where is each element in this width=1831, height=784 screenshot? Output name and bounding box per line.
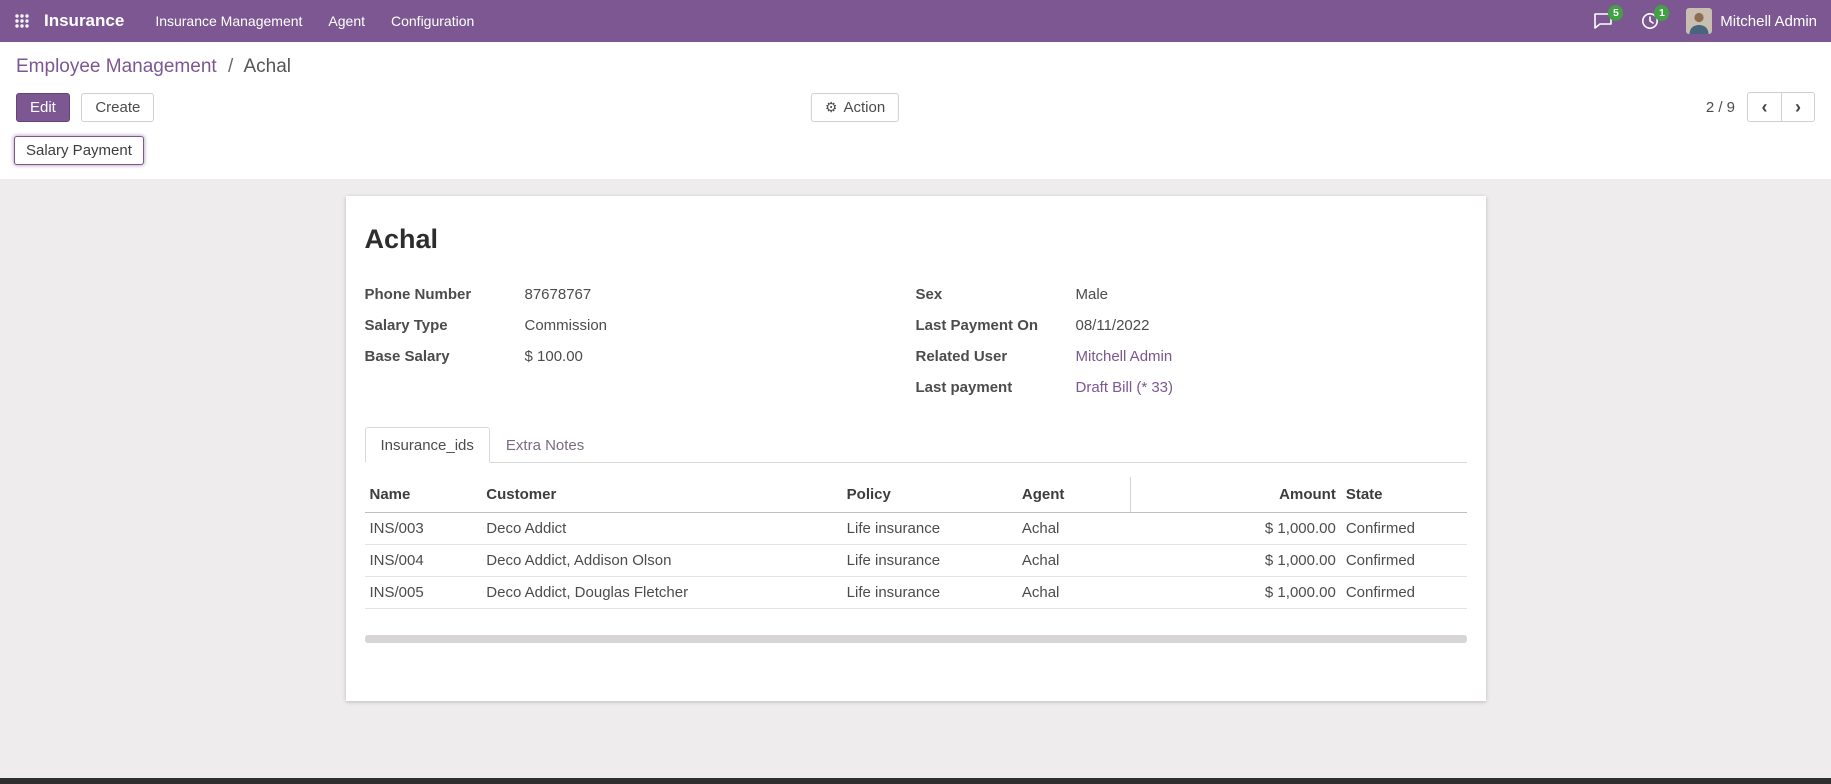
column-header-customer[interactable]: Customer: [481, 477, 842, 513]
form-header-buttons: Salary Payment: [0, 128, 1831, 179]
tab-extra-notes[interactable]: Extra Notes: [505, 437, 585, 454]
action-button[interactable]: ⚙ Action: [810, 92, 900, 122]
pager-counter: 2 / 9: [1705, 98, 1735, 116]
table-row[interactable]: INS/005 Deco Addict, Douglas Fletcher Life…: [364, 576, 1467, 609]
app-title[interactable]: Insurance: [44, 11, 125, 30]
chevron-left-icon: ‹: [1761, 97, 1768, 117]
cell-amount: $ 1,000.00: [1130, 544, 1341, 577]
column-header-policy[interactable]: Policy: [841, 477, 1017, 513]
table-row[interactable]: INS/003 Deco Addict Life insurance Achal $ 1…: [364, 512, 1467, 545]
field-label: Last payment: [915, 379, 1013, 396]
cell-customer: Deco Addict: [481, 512, 842, 545]
pager-previous-button[interactable]: ‹: [1747, 92, 1781, 122]
field-phone-number: Phone Number 87678767: [365, 279, 916, 310]
cell-agent: Achal: [1016, 544, 1131, 577]
breadcrumb-separator: /: [227, 56, 234, 77]
menu-item-agent[interactable]: Agent: [328, 13, 365, 29]
activities-button[interactable]: 1: [1632, 5, 1670, 30]
breadcrumb-current: Achal: [243, 56, 291, 77]
tab-insurance-ids[interactable]: Insurance_ids: [364, 427, 490, 463]
apps-grid-icon: [14, 13, 30, 29]
cell-amount: $ 1,000.00: [1130, 576, 1341, 609]
create-button[interactable]: Create: [81, 92, 155, 122]
cell-policy: Life insurance: [841, 512, 1017, 545]
control-panel-buttons: Edit Create: [16, 92, 155, 122]
cell-agent: Achal: [1016, 576, 1131, 609]
column-header-name[interactable]: Name: [364, 477, 482, 513]
cell-state: Confirmed: [1340, 576, 1467, 609]
bottom-strip: [0, 778, 1831, 784]
cell-state: Confirmed: [1340, 512, 1467, 545]
column-header-agent[interactable]: Agent: [1016, 477, 1131, 513]
field-last-payment: Last payment Draft Bill (* 33): [916, 372, 1467, 403]
messages-badge: 5: [1608, 5, 1624, 21]
field-label: Base Salary: [364, 348, 450, 365]
field-value: Commission: [524, 317, 608, 334]
field-value[interactable]: Draft Bill (* 33): [1075, 379, 1174, 396]
top-menu: Insurance Management Agent Configuration: [142, 0, 487, 42]
cell-policy: Life insurance: [841, 544, 1017, 577]
messages-button[interactable]: 5: [1584, 5, 1624, 30]
pager-next-button[interactable]: ›: [1781, 92, 1815, 122]
edit-button[interactable]: Edit: [16, 92, 70, 122]
cell-name: INS/003: [364, 512, 482, 545]
cell-agent: Achal: [1016, 512, 1131, 545]
cell-state: Confirmed: [1340, 544, 1467, 577]
cell-customer: Deco Addict, Douglas Fletcher: [481, 576, 842, 609]
insurance-table: Name Customer Policy Agent Amount State INS/0…: [364, 477, 1467, 609]
avatar: [1686, 8, 1713, 34]
breadcrumb: Employee Management / Achal: [0, 42, 1831, 82]
field-groups: Phone Number 87678767 Salary Type Commissio…: [365, 279, 1467, 403]
record-title: Achal: [364, 224, 439, 254]
salary-payment-button[interactable]: Salary Payment: [14, 136, 144, 165]
field-last-payment-on: Last Payment On 08/11/2022: [916, 310, 1467, 341]
notebook-tabs: Insurance_ids Extra Notes: [364, 427, 1467, 463]
field-related-user: Related User Mitchell Admin: [916, 341, 1467, 372]
pager: 2 / 9 ‹ ›: [1706, 92, 1815, 122]
content-area: Achal Phone Number 87678767 Salary Type Com…: [0, 179, 1831, 778]
top-navbar: Insurance Insurance Management Agent Confi…: [0, 0, 1831, 42]
cell-name: INS/004: [364, 544, 482, 577]
user-menu[interactable]: Mitchell Admin: [1678, 8, 1817, 34]
table-body: INS/003 Deco Addict Life insurance Achal $ 1…: [364, 512, 1467, 609]
cell-customer: Deco Addict, Addison Olson: [481, 544, 842, 577]
field-value: 87678767: [524, 286, 592, 303]
column-header-state[interactable]: State: [1340, 477, 1467, 513]
form-sheet: Achal Phone Number 87678767 Salary Type Com…: [345, 196, 1486, 701]
field-label: Related User: [915, 348, 1008, 365]
cell-name: INS/005: [364, 576, 482, 609]
action-button-label: Action: [843, 98, 886, 116]
cell-policy: Life insurance: [841, 576, 1017, 609]
horizontal-scrollbar[interactable]: [364, 635, 1467, 643]
cell-amount: $ 1,000.00: [1130, 512, 1341, 545]
field-value: 08/11/2022: [1075, 317, 1150, 334]
field-value: $ 100.00: [524, 348, 583, 365]
field-label: Phone Number: [364, 286, 472, 303]
gear-icon: ⚙: [824, 99, 838, 115]
control-panel: Edit Create ⚙ Action 2 / 9 ‹ ›: [0, 82, 1831, 128]
activities-badge: 1: [1654, 5, 1670, 21]
field-sex: Sex Male: [916, 279, 1467, 310]
fields-right: Sex Male Last Payment On 08/11/2022 Related …: [916, 279, 1467, 403]
field-base-salary: Base Salary $ 100.00: [365, 341, 916, 372]
field-label: Sex: [915, 286, 943, 303]
user-name: Mitchell Admin: [1720, 12, 1817, 30]
table-header-row: Name Customer Policy Agent Amount State: [364, 477, 1467, 513]
menu-item-insurance-management[interactable]: Insurance Management: [155, 13, 303, 29]
menu-item-configuration[interactable]: Configuration: [391, 13, 475, 29]
chevron-right-icon: ›: [1795, 97, 1801, 117]
field-value: Male: [1075, 286, 1109, 303]
field-label: Last Payment On: [915, 317, 1039, 334]
field-value[interactable]: Mitchell Admin: [1075, 348, 1173, 365]
navbar-systray: 5 1 Mitchell Admin: [1584, 5, 1817, 34]
field-salary-type: Salary Type Commission: [365, 310, 916, 341]
fields-left: Phone Number 87678767 Salary Type Commissio…: [365, 279, 916, 403]
column-header-amount[interactable]: Amount: [1129, 477, 1341, 513]
clock-icon: [1641, 12, 1659, 30]
field-label: Salary Type: [364, 317, 448, 334]
apps-menu-button[interactable]: [0, 0, 44, 42]
table-row[interactable]: INS/004 Deco Addict, Addison Olson Life in…: [364, 544, 1467, 577]
breadcrumb-parent[interactable]: Employee Management: [16, 56, 217, 77]
